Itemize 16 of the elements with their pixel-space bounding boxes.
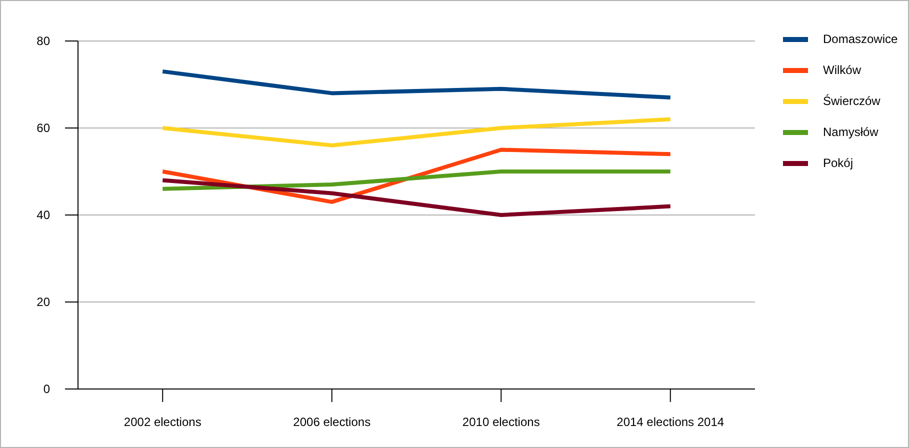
legend-label: Namysłów — [823, 125, 879, 140]
line-series — [160, 69, 672, 100]
legend-label: Wilków — [823, 63, 862, 78]
legend-label: Pokój — [823, 156, 854, 170]
line-series — [160, 178, 672, 217]
y-tick-label: 0 — [43, 382, 50, 396]
x-tick-label: 2010 elections — [462, 415, 540, 429]
x-tick-label: 2014 elections 2014 — [616, 415, 724, 429]
x-tick-label: 2002 elections — [124, 415, 202, 429]
y-tick-label: 20 — [36, 295, 50, 310]
y-tick-label: 60 — [36, 121, 50, 136]
legend-label: Świerczów — [823, 94, 881, 108]
legend-label: Domaszowice — [823, 32, 898, 46]
y-tick-label: 40 — [36, 208, 50, 222]
y-tick-label: 80 — [36, 34, 50, 48]
x-tick-label: 2006 elections — [293, 415, 371, 429]
